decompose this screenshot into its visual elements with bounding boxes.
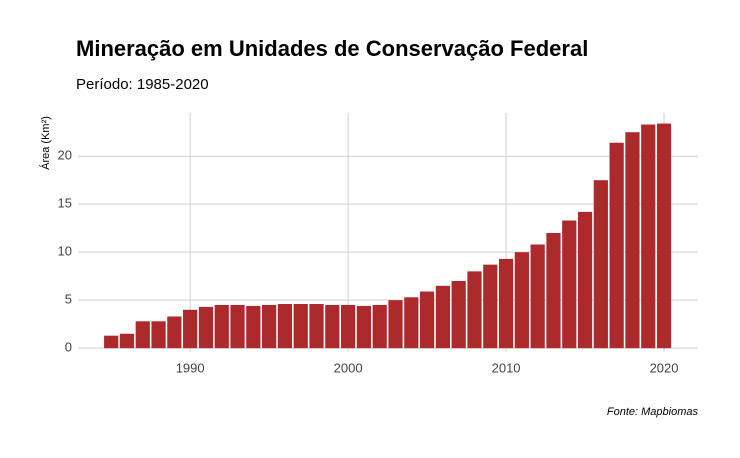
bar (277, 304, 293, 349)
bar (451, 280, 466, 349)
bar (656, 123, 672, 349)
bar (483, 264, 498, 349)
bar (325, 304, 340, 349)
bar (593, 180, 608, 349)
bar (562, 220, 577, 349)
bar (404, 297, 419, 349)
bar (230, 304, 245, 349)
bar (372, 304, 387, 349)
bar (214, 304, 229, 349)
bar (135, 321, 150, 349)
caption: Fonte: Mapbiomas (607, 406, 699, 418)
y-tick-label: 0 (65, 340, 72, 355)
y-tick-label: 15 (58, 196, 72, 211)
bar (546, 232, 561, 349)
bar (119, 333, 135, 349)
bar (435, 285, 450, 349)
y-axis-label: Área (Km²) (39, 116, 52, 170)
x-tick-label: 1990 (176, 360, 205, 375)
y-tick-label: 5 (65, 292, 72, 307)
x-tick-label: 2000 (334, 360, 363, 375)
chart-subtitle: Período: 1985-2020 (76, 76, 209, 93)
bar (625, 132, 640, 349)
bar (198, 306, 214, 349)
bar (388, 300, 403, 349)
bar (262, 304, 277, 349)
bar (419, 291, 435, 349)
x-tick-label: 2020 (650, 360, 679, 375)
bar (183, 309, 198, 349)
bar (293, 304, 308, 349)
bar (341, 304, 356, 349)
bar (530, 244, 545, 349)
bar (246, 305, 261, 349)
y-tick-label: 20 (58, 148, 72, 163)
bar (467, 271, 482, 349)
bar (167, 316, 182, 349)
bar (641, 124, 656, 349)
bar (609, 142, 624, 349)
chart-title: Mineração em Unidades de Conservação Fed… (76, 36, 588, 61)
bar (498, 258, 514, 349)
bar (356, 305, 372, 349)
bar (514, 252, 529, 349)
bar (309, 304, 324, 349)
bar (577, 211, 593, 349)
bar (104, 335, 119, 349)
bar (151, 321, 166, 349)
y-tick-label: 10 (58, 244, 72, 259)
x-tick-label: 2010 (492, 360, 521, 375)
